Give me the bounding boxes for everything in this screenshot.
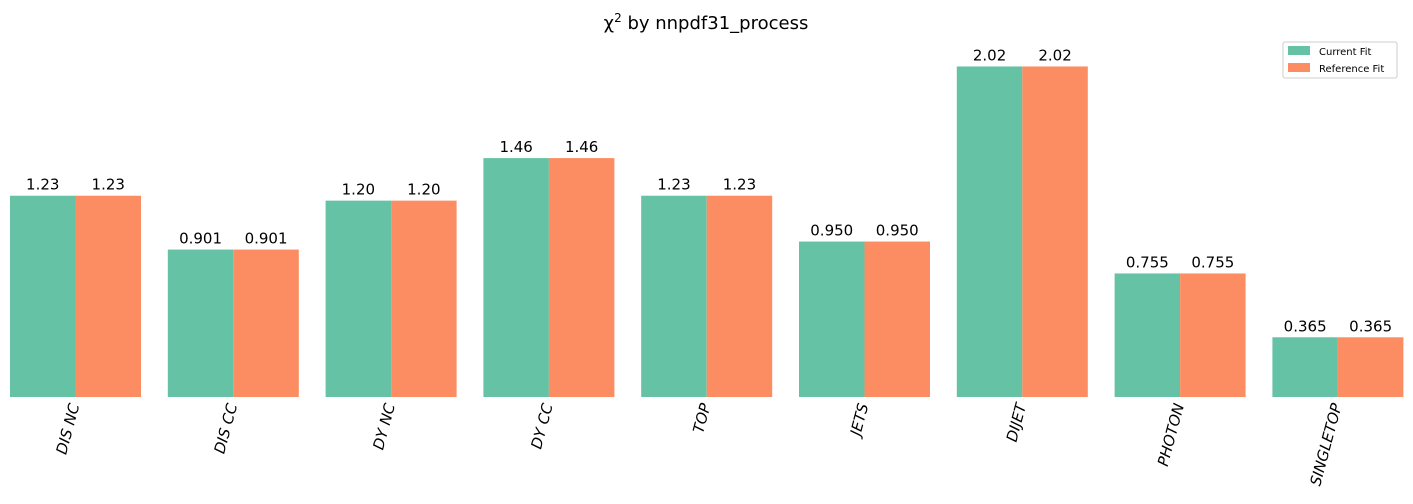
x-tick-label-7: PHOTON (1154, 401, 1188, 468)
bar-current-4 (641, 195, 707, 397)
bar-value-label-current-3: 1.46 (499, 138, 532, 156)
bar-value-label-reference-1: 0.901 (245, 230, 288, 248)
bar-value-label-reference-6: 2.02 (1038, 46, 1071, 64)
legend-frame (1282, 41, 1398, 79)
bar-reference-2 (391, 200, 457, 397)
bar-reference-5 (864, 241, 930, 397)
bar-reference-7 (1180, 273, 1246, 397)
bar-reference-4 (706, 195, 773, 397)
bar-current-1 (167, 249, 234, 397)
bars-group (10, 66, 1404, 398)
bar-current-2 (325, 200, 392, 397)
x-tick-label-5: JETS (846, 401, 873, 440)
x-tick-label-6: DIJET (1003, 400, 1031, 444)
bar-current-3 (483, 158, 549, 397)
bar-value-label-reference-5: 0.950 (876, 222, 919, 240)
bar-value-label-reference-4: 1.23 (723, 176, 756, 194)
x-tick-label-3: DY CC (527, 401, 557, 451)
legend-label-current: Current Fit (1319, 47, 1372, 58)
bar-value-label-reference-2: 1.20 (407, 181, 440, 199)
chart-title: χ2 by nnpdf31_process (604, 11, 809, 34)
bar-reference-0 (75, 195, 141, 397)
bar-value-label-reference-0: 1.23 (92, 176, 125, 194)
bar-value-label-reference-8: 0.365 (1349, 317, 1392, 335)
legend: Current Fit Reference Fit (1282, 41, 1398, 79)
bar-reference-3 (548, 158, 615, 397)
bar-current-7 (1114, 273, 1181, 397)
bar-labels-group: 1.23 1.23 0.901 0.901 1.20 1.20 1.46 1.46 1.23 1.… (26, 46, 1392, 335)
bar-value-label-reference-7: 0.755 (1191, 253, 1234, 271)
bar-reference-1 (233, 249, 299, 397)
x-tick-label-4: TOP (689, 400, 714, 435)
legend-swatch-reference (1288, 63, 1310, 72)
chart-title-rest: by nnpdf31_process (622, 13, 809, 34)
bar-value-label-current-8: 0.365 (1284, 317, 1327, 335)
bar-value-label-current-0: 1.23 (26, 176, 59, 194)
bar-value-label-current-2: 1.20 (342, 181, 375, 199)
x-tick-label-0: DIS NC (53, 401, 84, 456)
bar-value-label-reference-3: 1.46 (565, 138, 598, 156)
bar-value-label-current-1: 0.901 (179, 230, 222, 248)
bar-value-label-current-4: 1.23 (657, 176, 690, 194)
legend-label-reference: Reference Fit (1319, 64, 1384, 75)
bar-current-8 (1272, 337, 1338, 397)
bar-current-6 (956, 66, 1023, 398)
bar-value-label-current-5: 0.950 (810, 222, 853, 240)
x-tick-labels-group: DIS NC DIS CC DY NC DY CC TOP JETS DIJET PHOTON… (53, 400, 1346, 488)
x-tick-label-1: DIS CC (211, 401, 242, 456)
bar-value-label-current-6: 2.02 (973, 46, 1006, 64)
x-tick-label-2: DY NC (369, 401, 399, 452)
chart-title-symbol: χ (604, 13, 614, 34)
bar-current-5 (799, 241, 865, 397)
bar-value-label-current-7: 0.755 (1126, 253, 1169, 271)
bar-current-0 (10, 195, 76, 397)
chart-title-superscript: 2 (614, 11, 622, 25)
legend-swatch-current (1288, 46, 1310, 55)
x-tick-label-8: SINGLETOP (1306, 400, 1346, 487)
bar-reference-8 (1337, 337, 1404, 397)
bar-reference-6 (1022, 66, 1088, 398)
